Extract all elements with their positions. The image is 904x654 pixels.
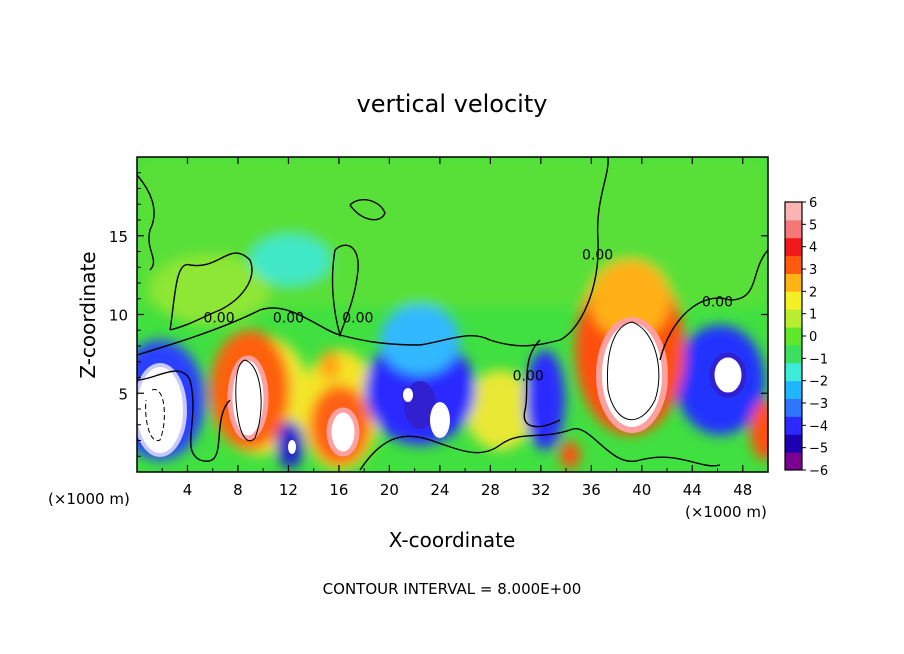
- colorbar-segment: [785, 327, 802, 346]
- contour-label: 0.00: [513, 369, 544, 385]
- colorbar-tick-label: 5: [809, 218, 817, 233]
- colorbar-tick-label: 4: [809, 241, 817, 256]
- colorbar-segment: [785, 416, 802, 435]
- contour-line: [523, 339, 561, 428]
- y-tick-label: 10: [109, 307, 128, 325]
- field-patch: [465, 370, 535, 450]
- colorbar-tick-label: 0: [809, 330, 817, 345]
- x-tick-label: 16: [329, 481, 348, 499]
- colorbar-tick-label: −4: [809, 419, 828, 434]
- contour-label: 0.00: [342, 310, 373, 326]
- contour-label: 0.00: [702, 295, 733, 311]
- x-tick-label: 36: [582, 481, 601, 499]
- contour-line: [137, 157, 609, 356]
- x-axis-label: X-coordinate: [389, 528, 516, 552]
- field-patch: [250, 235, 330, 285]
- contour-line: [137, 174, 155, 271]
- downdraft-core: [709, 352, 747, 398]
- colorbar-tick-label: −3: [809, 397, 828, 412]
- colorbar-tick-label: 1: [809, 308, 817, 323]
- colorbar-segment: [785, 291, 802, 310]
- x-tick-label: 20: [380, 481, 399, 499]
- x-axis: 4 8 12 16 20 24 28 32 36 40 44 48: [161, 157, 752, 499]
- downdraft-core: [403, 388, 413, 402]
- colorbar-segment: [785, 380, 802, 400]
- downdraft-core: [288, 440, 296, 454]
- colorbar-tick-label: 2: [809, 285, 817, 300]
- updraft-core: [596, 317, 668, 433]
- field-patch: [525, 350, 565, 450]
- contour-label: 0.00: [203, 310, 234, 326]
- colorbar-segment: [785, 344, 802, 364]
- field-patch: [380, 305, 460, 375]
- colorbar-segment: [785, 273, 802, 292]
- field-patch: [750, 400, 768, 460]
- x-tick-label: 24: [430, 481, 449, 499]
- colorbar-segment: [785, 219, 802, 239]
- colorbar-tick-label: 6: [809, 196, 817, 211]
- updraft-core: [326, 407, 360, 457]
- colorbar-tick-label: −5: [809, 442, 828, 457]
- contour-line: [145, 389, 165, 442]
- contour-line: [349, 199, 386, 221]
- zero-contours: [137, 157, 768, 471]
- x-tick-label: 48: [733, 481, 752, 499]
- contour-labels: 0.00 0.00 0.00 0.00 0.00 0.00: [203, 247, 733, 384]
- colorbar-segment: [785, 202, 802, 221]
- y-tick-label: 15: [109, 228, 128, 246]
- field-patch: [320, 350, 340, 380]
- colorbar: 6 5 4 3 2 1 0 −1 −2 −3 −4 −5 −6: [784, 196, 828, 479]
- contour-line: [606, 321, 660, 421]
- contour-line: [137, 370, 231, 462]
- updraft-core: [227, 355, 269, 441]
- contour-line: [659, 249, 768, 361]
- x-tick-label: 4: [183, 481, 193, 499]
- plot-area: 0.00 0.00 0.00 0.00 0.00 0.00: [137, 157, 768, 472]
- contour-line: [331, 244, 359, 338]
- y-axis: 5 10 15: [109, 172, 768, 457]
- x-unit-label-left: (×1000 m): [48, 490, 130, 508]
- contour-line: [235, 359, 262, 441]
- contour-label: 0.00: [582, 247, 613, 263]
- contour-line: [169, 252, 253, 331]
- colorbar-segment: [785, 434, 802, 453]
- colorbar-tick-label: −6: [809, 464, 828, 479]
- contour-line: [359, 427, 721, 471]
- y-tick-label: 5: [118, 385, 128, 403]
- x-tick-label: 8: [233, 481, 243, 499]
- x-tick-label: 40: [632, 481, 651, 499]
- x-unit-label-right: (×1000 m): [685, 503, 767, 521]
- chart-title: vertical velocity: [357, 90, 548, 118]
- contour-interval-footer: CONTOUR INTERVAL = 8.000E+00: [323, 580, 582, 598]
- downdraft-core: [137, 363, 187, 457]
- contour-label: 0.00: [273, 310, 304, 326]
- field-patch: [590, 260, 670, 340]
- colorbar-tick-label: 3: [809, 263, 817, 278]
- colorbar-segment: [785, 452, 802, 471]
- x-tick-label: 28: [481, 481, 500, 499]
- colorbar-segment: [785, 362, 802, 382]
- colorbar-segment: [785, 255, 802, 274]
- x-tick-label: 12: [279, 481, 298, 499]
- colorbar-tick-label: −1: [809, 352, 828, 367]
- x-tick-label: 32: [531, 481, 550, 499]
- colorbar-tick-label: −2: [809, 375, 828, 390]
- downdraft-core: [430, 402, 450, 438]
- colorbar-segment: [785, 309, 802, 328]
- field-patch: [560, 441, 580, 469]
- x-tick-label: 44: [683, 481, 702, 499]
- colorbar-segment: [785, 398, 802, 417]
- colorbar-segment: [785, 237, 802, 257]
- y-axis-label: Z-coordinate: [76, 251, 100, 378]
